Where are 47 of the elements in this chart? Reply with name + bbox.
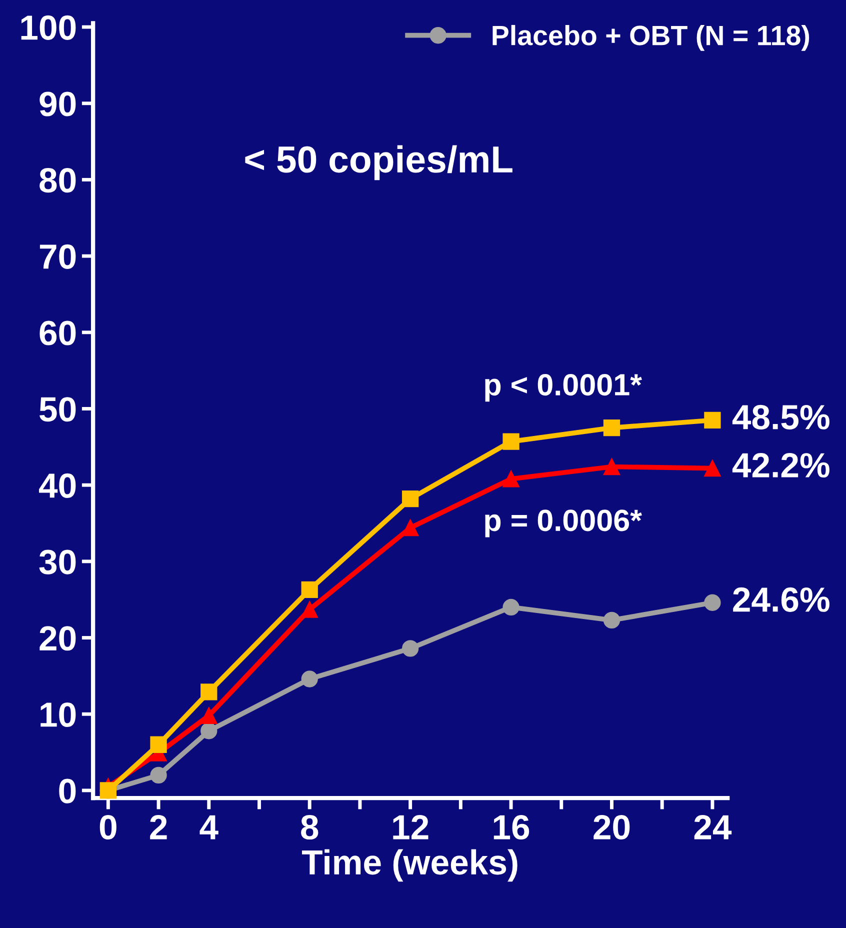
x-tick-label: 4	[200, 815, 218, 840]
x-axis-title: Time (weeks)	[302, 849, 518, 882]
y-tick-label: 60	[40, 320, 76, 346]
annotation: < 50 copies/mL	[245, 145, 512, 180]
y-tick-label: 70	[40, 244, 76, 269]
data-label: 42.2%	[732, 453, 830, 478]
point	[603, 612, 620, 629]
y-tick-label: 10	[40, 702, 76, 728]
legend-label: Placebo + OBT (N = 118)	[492, 24, 810, 51]
y-tick-label: 90	[40, 92, 76, 116]
y-tick-label: 30	[39, 550, 76, 574]
y-tick-label: 40	[38, 473, 76, 498]
point	[402, 490, 419, 508]
x-tick-label: 8	[301, 814, 318, 840]
point	[704, 412, 721, 429]
point	[603, 419, 620, 436]
y-tick-label: 50	[40, 397, 76, 422]
point	[502, 470, 520, 488]
x-tick-label: 16	[494, 814, 530, 840]
point	[150, 736, 167, 753]
point	[301, 670, 318, 688]
annotation: p = 0.0006*	[485, 510, 642, 538]
x-tick-label: 20	[594, 814, 630, 840]
point	[150, 766, 167, 784]
annotation: p < 0.0001*	[485, 374, 642, 402]
point	[502, 598, 520, 616]
point	[402, 640, 419, 657]
point	[301, 601, 318, 618]
point	[200, 684, 218, 700]
point	[402, 519, 419, 536]
data-label: 24.6%	[733, 587, 830, 612]
x-tick-label: 24	[694, 814, 732, 840]
x-tick-label: 2	[150, 814, 167, 840]
data-label: 48.5%	[732, 404, 830, 430]
point	[704, 594, 721, 611]
point	[603, 458, 620, 476]
point	[301, 581, 318, 598]
y-tick-label: 20	[40, 626, 76, 651]
point	[200, 722, 218, 740]
y-tick-label: 0	[59, 778, 76, 804]
x-tick-label: 0	[100, 814, 116, 840]
point	[200, 707, 218, 724]
x-tick-label: 12	[393, 814, 428, 840]
point	[502, 433, 520, 450]
y-tick-label: 100	[21, 15, 76, 40]
y-tick-label: 80	[40, 168, 76, 193]
point	[704, 460, 721, 477]
